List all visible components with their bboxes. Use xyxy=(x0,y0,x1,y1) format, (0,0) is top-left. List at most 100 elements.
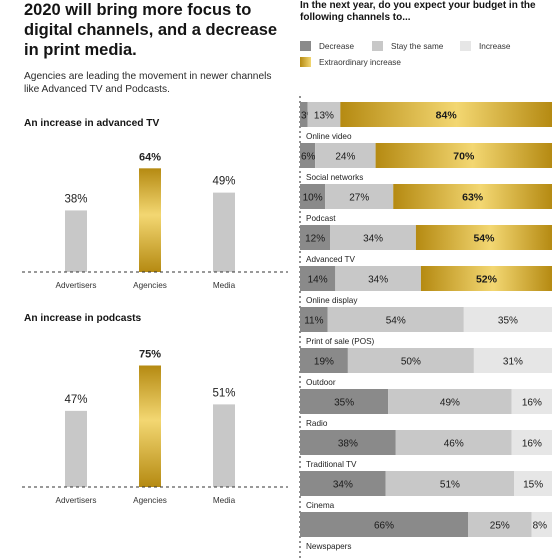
segment-value-label: 15% xyxy=(523,480,543,491)
legend-swatch-stay-same xyxy=(372,41,383,51)
chart-legend: Decrease Stay the same Increase Extraord… xyxy=(300,41,558,71)
legend-extraordinary: Extraordinary increase xyxy=(300,57,401,67)
segment-decrease xyxy=(300,348,348,373)
segment-value-label: 25% xyxy=(490,521,510,532)
column-agencies xyxy=(139,365,161,487)
segment-increase xyxy=(511,430,552,455)
segment-value-label: 16% xyxy=(522,398,542,409)
segment-value-label: 51% xyxy=(440,480,460,491)
category-label: Traditional TV xyxy=(306,460,357,469)
value-label-media: 49% xyxy=(212,176,235,188)
segment-value-label: 16% xyxy=(522,439,542,450)
segment-value-label: 54% xyxy=(386,316,406,327)
segment-value-label: 70% xyxy=(453,151,475,163)
column-advertisers xyxy=(65,410,87,487)
category-label: Radio xyxy=(306,419,328,428)
category-label-agencies: Agencies xyxy=(133,281,167,290)
category-label: Cinema xyxy=(306,501,335,510)
category-label-media: Media xyxy=(213,281,236,290)
segment-stay-same xyxy=(327,307,464,332)
legend-label-stay-same: Stay the same xyxy=(391,41,444,51)
segment-increase xyxy=(463,307,552,332)
value-label-advertisers: 47% xyxy=(64,394,87,406)
segment-value-label: 54% xyxy=(473,233,495,245)
segment-extraordinary xyxy=(415,225,552,250)
segment-value-label: 46% xyxy=(444,439,464,450)
segment-value-label: 84% xyxy=(436,110,458,122)
segment-decrease xyxy=(300,512,468,537)
segment-value-label: 13% xyxy=(314,111,334,122)
legend-label-increase: Increase xyxy=(479,41,511,51)
value-label-agencies: 64% xyxy=(139,151,161,163)
segment-value-label: 19% xyxy=(314,357,334,368)
segment-stay-same xyxy=(395,430,512,455)
segment-decrease xyxy=(300,225,331,250)
segment-value-label: 8% xyxy=(533,521,548,532)
segment-increase xyxy=(514,471,552,496)
category-label-agencies: Agencies xyxy=(133,496,167,505)
segment-value-label: 10% xyxy=(303,193,323,204)
legend-swatch-decrease xyxy=(300,41,311,51)
segment-value-label: 34% xyxy=(333,480,353,491)
category-label: Online display xyxy=(306,296,358,305)
segment-decrease xyxy=(300,102,308,127)
category-label: Print of sale (POS) xyxy=(306,337,375,346)
legend-decrease: Decrease xyxy=(300,41,354,51)
segment-decrease xyxy=(300,143,316,168)
category-label: Online video xyxy=(306,132,352,141)
segment-value-label: 6% xyxy=(301,152,316,163)
budget-question: In the next year, do you expect your bud… xyxy=(300,0,536,23)
segment-value-label: 11% xyxy=(304,316,323,327)
legend-stay-same: Stay the same xyxy=(372,41,443,51)
podcasts-column-chart: 47% Advertisers 75% Agencies 51% Media xyxy=(22,349,288,505)
segment-value-label: 35% xyxy=(498,316,518,327)
segment-value-label: 66% xyxy=(374,521,394,532)
segment-value-label: 49% xyxy=(440,398,460,409)
segment-value-label: 14% xyxy=(308,275,328,286)
category-label: Advanced TV xyxy=(306,255,356,264)
segment-stay-same xyxy=(468,512,532,537)
column-agencies xyxy=(139,168,161,272)
advanced-tv-column-chart: 38% Advertisers 64% Agencies 49% Media xyxy=(22,151,288,290)
segment-value-label: 63% xyxy=(462,192,484,204)
intro-text: Agencies are leading the movement in new… xyxy=(24,71,272,95)
segment-value-label: 38% xyxy=(338,439,358,450)
segment-value-label: 12% xyxy=(305,234,325,245)
segment-value-label: 34% xyxy=(363,234,383,245)
value-label-agencies: 75% xyxy=(139,349,161,361)
segment-decrease xyxy=(300,471,386,496)
segment-decrease xyxy=(300,307,328,332)
value-label-media: 51% xyxy=(212,387,235,399)
segment-decrease xyxy=(300,184,326,209)
advanced-tv-chart-title: An increase in advanced TV xyxy=(24,118,160,129)
value-label-advertisers: 38% xyxy=(64,193,87,205)
legend-swatch-increase xyxy=(460,41,471,51)
segment-stay-same xyxy=(335,266,421,291)
headline: 2020 will bring more focus to digital ch… xyxy=(24,1,278,59)
segment-value-label: 24% xyxy=(335,152,355,163)
category-label: Social networks xyxy=(306,173,363,182)
segment-extraordinary xyxy=(340,102,552,127)
segment-stay-same xyxy=(385,471,515,496)
category-label-media: Media xyxy=(213,496,236,505)
segment-stay-same xyxy=(315,143,376,168)
category-label-advertisers: Advertisers xyxy=(56,281,97,290)
category-label: Outdoor xyxy=(306,378,336,387)
column-advertisers xyxy=(65,210,87,272)
legend-swatch-extraordinary xyxy=(300,57,311,67)
segment-decrease xyxy=(300,389,389,414)
segment-extraordinary xyxy=(375,143,552,168)
segment-value-label: 52% xyxy=(476,274,498,286)
segment-value-label: 34% xyxy=(368,275,388,286)
segment-value-label: 27% xyxy=(349,193,369,204)
category-label: Podcast xyxy=(306,214,336,223)
legend-label-decrease: Decrease xyxy=(319,41,355,51)
segment-increase xyxy=(511,389,552,414)
segment-extraordinary xyxy=(393,184,552,209)
legend-increase: Increase xyxy=(460,41,510,51)
segment-stay-same xyxy=(330,225,416,250)
legend-label-extraordinary: Extraordinary increase xyxy=(319,57,401,67)
segment-value-label: 31% xyxy=(503,357,523,368)
segment-increase xyxy=(473,348,552,373)
